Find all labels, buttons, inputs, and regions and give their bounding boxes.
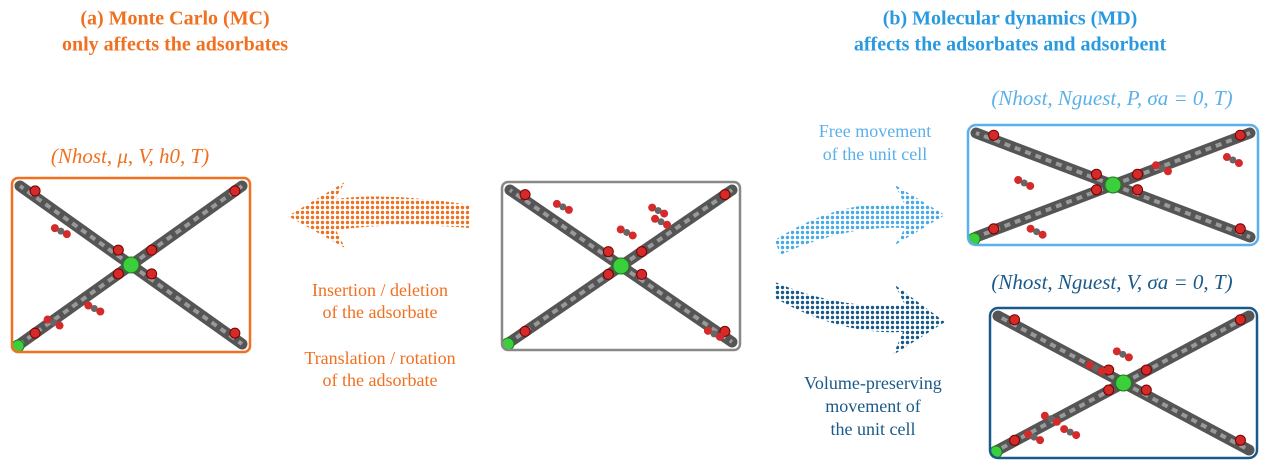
oxygen	[1141, 385, 1151, 395]
npt-ensemble: (Nhost, Nguest, P, σa = 0, T)	[991, 86, 1232, 110]
npt-label: Free movement	[819, 121, 931, 141]
oxygen	[1235, 224, 1245, 234]
oxygen	[1235, 435, 1245, 445]
co2-o	[1053, 418, 1061, 426]
npt-arrow	[775, 185, 945, 255]
oxygen	[230, 328, 240, 338]
oxygen	[147, 269, 157, 279]
nvt-label: movement of	[825, 396, 920, 416]
step-label: of the adsorbate	[323, 302, 438, 322]
co2-o	[1036, 436, 1044, 444]
oxygen	[30, 186, 40, 196]
nvt-ensemble: (Nhost, Nguest, V, σa = 0, T)	[991, 270, 1232, 294]
oxygen	[1133, 185, 1143, 195]
mc-subtitle: only affects the adsorbates	[62, 34, 288, 56]
co2-o	[1164, 167, 1172, 175]
oxygen	[603, 247, 613, 257]
co2-o	[660, 210, 668, 218]
step-label: Translation / rotation	[304, 348, 455, 368]
metal	[123, 257, 139, 273]
co2-o	[1098, 367, 1106, 375]
mc-title: (a) Monte Carlo (MC)	[80, 8, 269, 30]
oxygen	[720, 190, 730, 200]
oxygen	[989, 224, 999, 234]
oxygen	[1235, 130, 1245, 140]
oxygen	[520, 326, 530, 336]
co2-o	[1026, 182, 1034, 190]
oxygen	[230, 186, 240, 196]
nvt-label: Volume-preserving	[804, 373, 942, 393]
oxygen	[1235, 315, 1245, 325]
co2-o	[96, 308, 104, 316]
oxygen	[1091, 185, 1101, 195]
oxygen	[1104, 385, 1114, 395]
figure: (a) Monte Carlo (MC) only affects the ad…	[0, 0, 1270, 476]
metal	[1105, 177, 1121, 193]
oxygen	[147, 245, 157, 255]
step-label: Insertion / deletion	[312, 280, 448, 300]
oxygen	[520, 190, 530, 200]
co2-o	[1072, 431, 1080, 439]
md-subtitle: affects the adsorbates and adsorbent	[854, 34, 1167, 56]
metal	[613, 258, 629, 274]
oxygen	[1010, 315, 1020, 325]
nvt-arrow	[775, 282, 945, 355]
oxygen	[1133, 169, 1143, 179]
co2-o	[1125, 353, 1133, 361]
molecule-layer	[12, 130, 1250, 458]
md-title: (b) Molecular dynamics (MD)	[883, 8, 1138, 30]
oxygen	[1091, 169, 1101, 179]
mc-ensemble: (Nhost, μ, V, h0, T)	[51, 144, 209, 168]
co2-o	[716, 333, 724, 341]
co2-o	[1039, 231, 1047, 239]
metal	[1116, 375, 1132, 391]
oxygen	[637, 269, 647, 279]
oxygen	[1141, 365, 1151, 375]
co2-o	[56, 322, 64, 330]
oxygen	[637, 247, 647, 257]
co2-o	[663, 221, 671, 229]
oxygen	[30, 328, 40, 338]
oxygen	[1010, 435, 1020, 445]
oxygen	[113, 269, 123, 279]
oxygen	[113, 245, 123, 255]
oxygen	[603, 269, 613, 279]
oxygen	[989, 130, 999, 140]
nvt-label: the unit cell	[831, 419, 916, 439]
mc-arrow	[288, 182, 470, 248]
npt-label: of the unit cell	[823, 144, 927, 164]
step-label: of the adsorbate	[323, 370, 438, 390]
co2-o	[629, 231, 637, 239]
co2-o	[63, 230, 71, 238]
co2-o	[565, 206, 573, 214]
co2-o	[1235, 159, 1243, 167]
